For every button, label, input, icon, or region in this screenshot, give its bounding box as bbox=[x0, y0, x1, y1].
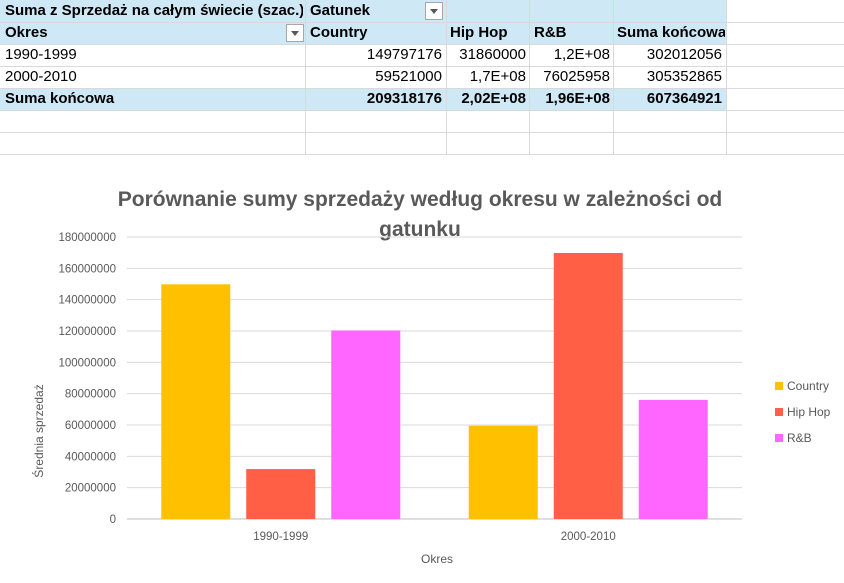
gridline bbox=[0, 22, 844, 23]
y-tick-label: 180000000 bbox=[58, 232, 116, 244]
y-axis-title[interactable]: Średnia sprzedaż bbox=[31, 384, 46, 477]
y-tick-label: 40000000 bbox=[65, 451, 116, 463]
legend-item-country[interactable]: Country bbox=[775, 373, 830, 399]
gridline bbox=[0, 88, 844, 89]
pivot-chart[interactable]: Porównanie sumy sprzedaży według okresu … bbox=[0, 155, 844, 583]
bar-country-1990-1999[interactable] bbox=[161, 284, 231, 519]
gridline bbox=[305, 0, 306, 155]
table-cell[interactable]: 31860000 bbox=[459, 46, 526, 63]
legend-swatch bbox=[775, 382, 783, 390]
bar-r-b-2000-2010[interactable] bbox=[638, 399, 708, 519]
column-field-label: Gatunek bbox=[310, 2, 371, 19]
x-tick-label: 1990-1999 bbox=[253, 531, 308, 543]
chart-title[interactable]: Porównanie sumy sprzedaży według okresu … bbox=[117, 188, 723, 241]
legend-swatch bbox=[775, 434, 783, 442]
x-axis-title[interactable]: Okres bbox=[421, 552, 453, 566]
x-tick-label: 2000-2010 bbox=[561, 531, 616, 543]
pivot-table: Suma z Sprzedaż na całym świecie (szac.)… bbox=[0, 0, 844, 155]
total-cell[interactable]: 2,02E+08 bbox=[461, 90, 526, 107]
gridline bbox=[0, 132, 844, 133]
table-cell[interactable]: 305352865 bbox=[646, 68, 722, 85]
gridline bbox=[613, 0, 614, 155]
gridline bbox=[0, 66, 844, 67]
column-filter-dropdown[interactable] bbox=[425, 2, 443, 20]
row-label[interactable]: 1990-1999 bbox=[5, 46, 77, 63]
chart-legend[interactable]: Country Hip Hop R&B bbox=[775, 373, 830, 451]
col-header-grand-total: Suma końcowa bbox=[617, 24, 725, 41]
table-cell[interactable]: 59521000 bbox=[375, 68, 442, 85]
y-tick-label: 80000000 bbox=[65, 389, 116, 401]
total-band bbox=[0, 88, 726, 110]
total-cell[interactable]: 607364921 bbox=[646, 90, 722, 107]
y-tick-label: 160000000 bbox=[58, 263, 116, 275]
y-tick-label: 100000000 bbox=[58, 357, 116, 369]
y-tick-label: 60000000 bbox=[65, 420, 116, 432]
legend-label: R&B bbox=[787, 431, 812, 445]
table-cell[interactable]: 1,7E+08 bbox=[469, 68, 526, 85]
legend-label: Country bbox=[787, 379, 830, 393]
gridline bbox=[0, 154, 844, 155]
value-field-label: Suma z Sprzedaż na całym świecie (szac.) bbox=[5, 2, 303, 19]
gridline bbox=[529, 0, 530, 155]
col-header-rnb: R&B bbox=[534, 24, 567, 41]
bar-hip-hop-1990-1999[interactable] bbox=[246, 469, 316, 519]
gridline bbox=[726, 0, 727, 155]
y-tick-label: 140000000 bbox=[58, 295, 116, 307]
table-cell[interactable]: 76025958 bbox=[543, 68, 610, 85]
total-cell[interactable]: 1,96E+08 bbox=[545, 90, 610, 107]
total-cell[interactable]: 209318176 bbox=[366, 90, 442, 107]
legend-label: Hip Hop bbox=[787, 405, 831, 419]
y-tick-label: 0 bbox=[110, 514, 116, 526]
y-tick-label: 120000000 bbox=[58, 326, 116, 338]
row-filter-dropdown[interactable] bbox=[286, 24, 304, 42]
col-header-hip-hop: Hip Hop bbox=[450, 24, 508, 41]
gridline bbox=[0, 110, 844, 111]
legend-item-hip-hop[interactable]: Hip Hop bbox=[775, 399, 830, 425]
legend-swatch bbox=[775, 408, 783, 416]
bar-country-2000-2010[interactable] bbox=[468, 425, 538, 519]
bar-hip-hop-2000-2010[interactable] bbox=[553, 252, 623, 519]
total-row-label[interactable]: Suma końcowa bbox=[5, 90, 115, 107]
gridline bbox=[446, 0, 447, 155]
table-cell[interactable]: 149797176 bbox=[366, 46, 442, 63]
legend-item-r-b[interactable]: R&B bbox=[775, 425, 830, 451]
header-band-corner bbox=[0, 0, 305, 22]
row-label[interactable]: 2000-2010 bbox=[5, 68, 77, 85]
table-cell[interactable]: 302012056 bbox=[646, 46, 722, 63]
header-band-row2 bbox=[0, 22, 726, 44]
bar-r-b-1990-1999[interactable] bbox=[331, 330, 401, 519]
y-tick-label: 20000000 bbox=[65, 483, 116, 495]
header-band-row1 bbox=[305, 0, 726, 22]
gridline bbox=[0, 44, 844, 45]
table-cell[interactable]: 1,2E+08 bbox=[553, 46, 610, 63]
row-field-label: Okres bbox=[5, 24, 48, 41]
chart-plot[interactable]: 0 20000000 40000000 60000000 80000000 1000000… bbox=[0, 155, 844, 583]
col-header-country: Country bbox=[310, 24, 368, 41]
